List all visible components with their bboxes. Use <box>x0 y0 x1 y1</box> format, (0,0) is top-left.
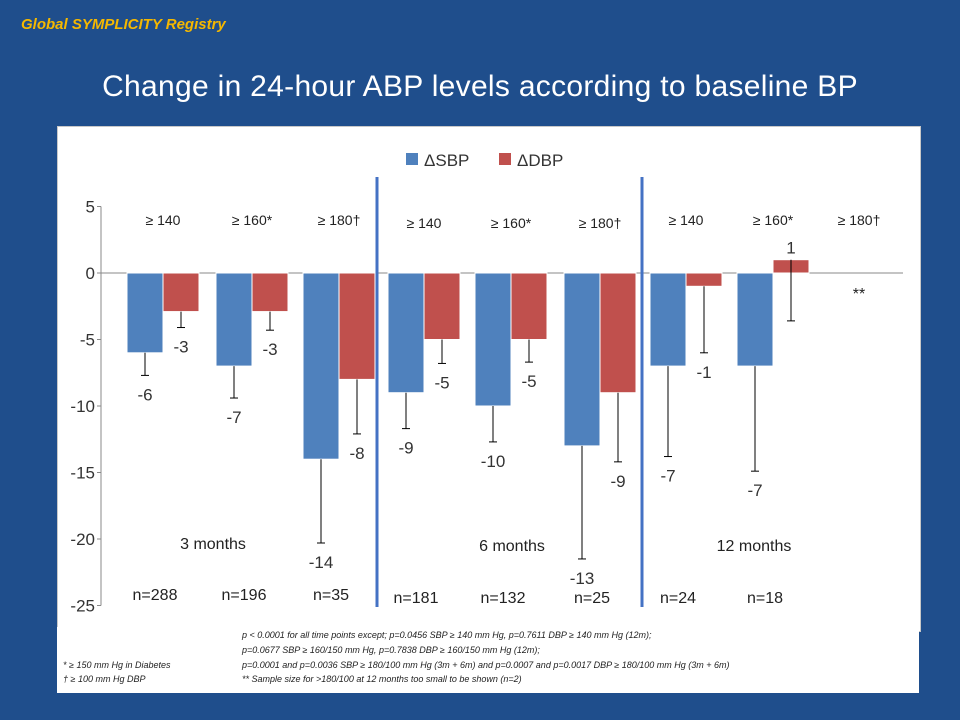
dbp-value-label: -1 <box>696 363 711 382</box>
sbp-value-label: -7 <box>226 408 241 427</box>
footnote-pvalue-2: p=0.0677 SBP ≥ 160/150 mm Hg, p=0.7838 D… <box>242 645 540 655</box>
sbp-bar <box>563 272 601 447</box>
sample-size-label: n=24 <box>660 590 696 607</box>
y-tick-label: -10 <box>70 397 95 416</box>
y-tick-label: -15 <box>70 464 95 483</box>
threshold-label: ≥ 180† <box>318 212 361 228</box>
footnote-pvalue-3: p=0.0001 and p=0.0036 SBP ≥ 180/100 mm H… <box>242 660 730 670</box>
legend-sbp-label: ΔSBP <box>424 151 469 170</box>
threshold-label: ≥ 140 <box>146 212 181 228</box>
sample-size-label: n=181 <box>394 590 439 607</box>
y-tick-label: 0 <box>86 264 95 283</box>
y-tick-label: -20 <box>70 530 95 549</box>
sample-size-label: n=288 <box>133 587 178 604</box>
sbp-bar <box>736 272 774 367</box>
period-label: 3 months <box>180 536 246 553</box>
dbp-bar <box>510 272 548 340</box>
sbp-value-label: -13 <box>570 569 595 588</box>
footnote-diabetes: * ≥ 150 mm Hg in Diabetes <box>63 660 171 670</box>
y-tick-label: -25 <box>70 597 95 616</box>
footnote-sample-size: ** Sample size for >180/100 at 12 months… <box>242 674 522 684</box>
threshold-label: ≥ 160* <box>232 212 273 228</box>
sbp-bar <box>474 272 512 407</box>
y-tick-label: 5 <box>86 198 95 217</box>
dbp-bar <box>423 272 461 340</box>
sbp-value-label: -6 <box>137 385 152 404</box>
sample-size-label: n=18 <box>747 590 783 607</box>
sbp-value-label: -14 <box>309 553 334 572</box>
legend-dbp-label: ΔDBP <box>517 151 563 170</box>
slide-title: Change in 24-hour ABP levels according t… <box>102 70 858 103</box>
period-label: 6 months <box>479 538 545 555</box>
dbp-value-label: -5 <box>434 373 449 392</box>
sbp-bar <box>126 272 164 354</box>
threshold-label: ≥ 160* <box>753 212 794 228</box>
dbp-value-label: -3 <box>173 338 188 357</box>
insufficient-sample-note: ** <box>853 286 865 303</box>
sbp-bar <box>302 272 340 460</box>
dbp-value-label: -8 <box>349 444 364 463</box>
threshold-label: ≥ 140 <box>407 215 442 231</box>
threshold-label: ≥ 180† <box>579 215 622 231</box>
sample-size-label: n=196 <box>222 587 267 604</box>
bar-chart: 5 0 -5 -10 -15 -20 -25 ΔSBP ΔDBP 3 months ≥ 140 n=2… <box>70 151 903 616</box>
sbp-value-label: -9 <box>398 439 413 458</box>
threshold-label: ≥ 160* <box>491 215 532 231</box>
dbp-bar <box>599 272 637 394</box>
dbp-value-label: 1 <box>786 239 795 258</box>
dbp-value-label: -3 <box>262 340 277 359</box>
sbp-bar <box>649 272 687 367</box>
registry-label: Global SYMPLICITY Registry <box>21 16 226 33</box>
dbp-bar <box>685 272 723 287</box>
dbp-value-label: -5 <box>521 372 536 391</box>
footnote-pvalue-1: p < 0.0001 for all time points except; p… <box>242 630 652 640</box>
sbp-bar <box>387 272 425 394</box>
y-tick-label: -5 <box>80 331 95 350</box>
footnote-dbp: † ≥ 100 mm Hg DBP <box>63 674 146 684</box>
period-label: 12 months <box>717 538 792 555</box>
sbp-value-label: -10 <box>481 452 506 471</box>
dbp-bar <box>251 272 289 313</box>
sample-size-label: n=35 <box>313 587 349 604</box>
legend-dbp-swatch <box>499 153 511 165</box>
threshold-label: ≥ 180† <box>838 212 881 228</box>
sample-size-label: n=132 <box>481 590 526 607</box>
legend-sbp-swatch <box>406 153 418 165</box>
sbp-value-label: -7 <box>747 481 762 500</box>
dbp-bar <box>162 272 200 313</box>
threshold-label: ≥ 140 <box>669 212 704 228</box>
sample-size-label: n=25 <box>574 590 610 607</box>
sbp-value-label: -7 <box>660 467 675 486</box>
footnotes: * ≥ 150 mm Hg in Diabetes † ≥ 100 mm Hg … <box>57 627 919 693</box>
dbp-bar <box>338 272 376 380</box>
chart-panel: 5 0 -5 -10 -15 -20 -25 ΔSBP ΔDBP 3 months ≥ 140 n=2… <box>57 126 921 632</box>
dbp-value-label: -9 <box>610 472 625 491</box>
sbp-bar <box>215 272 253 367</box>
